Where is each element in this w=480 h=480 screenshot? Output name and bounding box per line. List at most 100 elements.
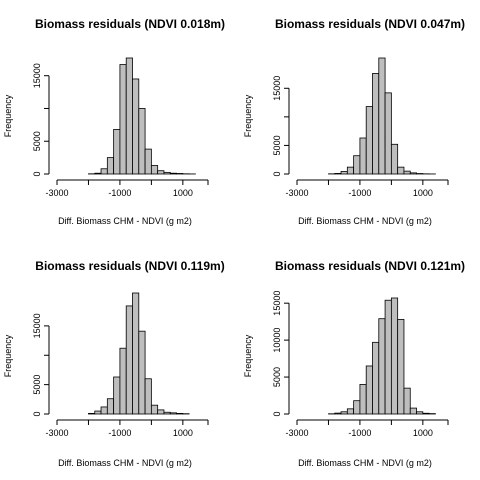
histogram-bar [157, 170, 165, 175]
histogram-bar [359, 137, 367, 175]
panel-title: Biomass residuals (NDVI 0.047m) [275, 17, 465, 31]
x-axis-label: Diff. Biomass CHM - NDVI (g m2) [298, 216, 432, 226]
histogram-bar [119, 64, 127, 175]
histogram-bar [169, 412, 177, 415]
histogram-bar [390, 297, 399, 415]
histogram-bar [144, 378, 152, 415]
x-tick-label: -1000 [348, 428, 371, 438]
histogram-bar [409, 407, 417, 415]
histogram-bar [138, 330, 146, 415]
histogram-bar [163, 411, 171, 415]
axes-group: -3000 -1000 1000 0 5000 15000 [272, 76, 449, 198]
x-tick-label: 1000 [413, 188, 433, 198]
histogram-bar [346, 166, 355, 175]
histogram-bar [365, 106, 373, 175]
histogram-bar [378, 57, 386, 175]
histogram-bar [94, 410, 102, 415]
x-axis-label: Diff. Biomass CHM - NDVI (g m2) [58, 216, 192, 226]
bars-group [88, 57, 196, 175]
panel-title: Biomass residuals (NDVI 0.018m) [35, 17, 225, 31]
histogram-bar [113, 129, 121, 175]
histogram-bar [132, 78, 140, 175]
histogram-bar [353, 155, 361, 175]
histogram-bar [125, 57, 133, 175]
y-axis-label: Frequency [243, 94, 253, 137]
histogram-bar [163, 171, 171, 175]
histogram-bar [403, 387, 411, 415]
x-tick-label: 1000 [173, 428, 193, 438]
x-tick-label: -3000 [45, 188, 68, 198]
histogram-bar [150, 404, 159, 415]
histogram-bar [340, 171, 348, 175]
histogram-bar [106, 398, 115, 415]
y-tick-label: 15000 [272, 291, 282, 316]
y-axis-label: Frequency [3, 334, 13, 377]
axes-group: -3000 -1000 1000 0 5000 15000 [32, 313, 209, 438]
y-tick-label: 0 [32, 171, 42, 176]
histogram-panel-3: Biomass residuals (NDVI 0.119m) Frequenc… [3, 259, 225, 468]
y-tick-label: 0 [272, 171, 282, 176]
histogram-bar [100, 406, 108, 415]
bars-group [88, 292, 190, 415]
histogram-bar [397, 166, 405, 175]
y-tick-label: 15000 [32, 313, 42, 338]
histogram-bar [100, 168, 108, 175]
x-tick-label: -1000 [108, 188, 131, 198]
x-tick-label: 1000 [413, 428, 433, 438]
histogram-bar [346, 408, 355, 415]
histogram-bar [125, 305, 133, 415]
y-tick-label: 15000 [32, 63, 42, 88]
y-axis-label: Frequency [243, 334, 253, 377]
histogram-bar [132, 292, 140, 415]
y-axis-label: Frequency [3, 94, 13, 137]
x-tick-label: -3000 [285, 428, 308, 438]
histogram-bar [372, 341, 380, 415]
histogram-bar [119, 347, 127, 415]
histogram-bar [422, 412, 430, 415]
histogram-bar [403, 170, 411, 175]
histogram-bar [94, 172, 102, 175]
histogram-bar [365, 365, 373, 415]
histogram-bar [176, 413, 184, 415]
histogram-bar [144, 148, 152, 175]
y-tick-label: 15000 [272, 76, 282, 101]
y-tick-label: 5000 [32, 375, 42, 395]
histogram-bar [384, 299, 392, 415]
y-tick-label: 0 [272, 411, 282, 416]
histogram-bar [353, 400, 361, 415]
x-tick-label: -1000 [108, 428, 131, 438]
y-tick-label: 0 [32, 411, 42, 416]
histogram-bar [334, 412, 342, 415]
x-tick-label: -3000 [45, 428, 68, 438]
histogram-bar [409, 172, 417, 175]
bars-group [328, 57, 436, 175]
histogram-bar [384, 92, 392, 175]
histogram-bar [378, 318, 386, 415]
panel-title: Biomass residuals (NDVI 0.121m) [275, 259, 465, 273]
x-axis-label: Diff. Biomass CHM - NDVI (g m2) [298, 458, 432, 468]
histogram-bar [334, 173, 342, 175]
y-tick-label: 5000 [272, 367, 282, 387]
histogram-bar [138, 108, 146, 175]
axes-group: -3000 -1000 1000 0 5000 15000 [32, 63, 209, 198]
histogram-bar [106, 157, 115, 175]
panel-title: Biomass residuals (NDVI 0.119m) [35, 259, 224, 273]
histogram-bar [372, 73, 380, 175]
histogram-bar [88, 413, 96, 415]
histogram-panel-2: Biomass residuals (NDVI 0.047m) Frequenc… [243, 17, 465, 226]
histogram-bar [176, 173, 184, 175]
x-axis-label: Diff. Biomass CHM - NDVI (g m2) [58, 458, 192, 468]
y-tick-label: 5000 [32, 131, 42, 151]
histogram-bar [390, 143, 399, 175]
x-tick-label: 1000 [173, 188, 193, 198]
y-tick-label: 5000 [272, 135, 282, 155]
bars-group [328, 297, 436, 415]
histogram-panel-1: Biomass residuals (NDVI 0.018m) Frequenc… [3, 17, 225, 226]
histogram-bar [169, 172, 177, 175]
histogram-bar [340, 411, 348, 415]
histogram-bar [397, 319, 405, 415]
histogram-bar [150, 165, 159, 175]
y-tick-label: 10000 [272, 328, 282, 353]
x-tick-label: -1000 [348, 188, 371, 198]
